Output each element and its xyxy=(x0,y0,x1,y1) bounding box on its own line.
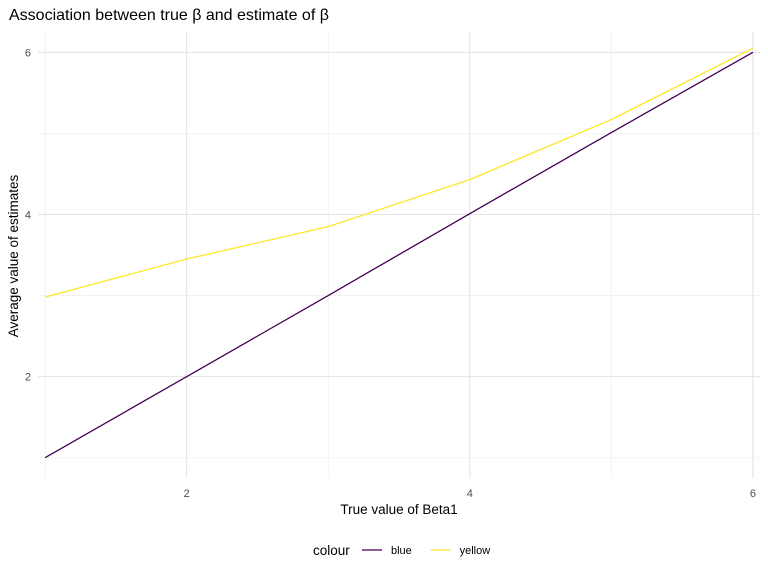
x-tick-label-0: 2 xyxy=(184,488,190,500)
series-line-blue xyxy=(44,51,754,459)
x-tick-label-1: 4 xyxy=(467,488,473,500)
legend-title: colour xyxy=(313,543,350,558)
x-axis-label: True value of Beta1 xyxy=(340,502,457,517)
major-gridlines xyxy=(38,32,760,478)
minor-gridlines xyxy=(38,32,760,478)
y-tick-label-1: 4 xyxy=(25,209,31,221)
y-axis-ticks: 2 4 6 xyxy=(25,47,31,383)
x-tick-label-2: 6 xyxy=(750,488,756,500)
legend-label-blue: blue xyxy=(391,545,412,557)
y-tick-label-0: 2 xyxy=(25,372,31,384)
x-axis-ticks: 2 4 6 xyxy=(184,488,756,500)
y-axis-label: Average value of estimates xyxy=(6,174,21,337)
series-lines xyxy=(44,47,754,459)
y-tick-label-2: 6 xyxy=(25,47,31,59)
legend: colour blue yellow xyxy=(313,543,490,558)
series-line-yellow xyxy=(44,47,754,298)
legend-items: blue yellow xyxy=(362,545,490,557)
legend-label-yellow: yellow xyxy=(460,545,491,557)
chart-title: Association between true β and estimate … xyxy=(9,7,329,24)
